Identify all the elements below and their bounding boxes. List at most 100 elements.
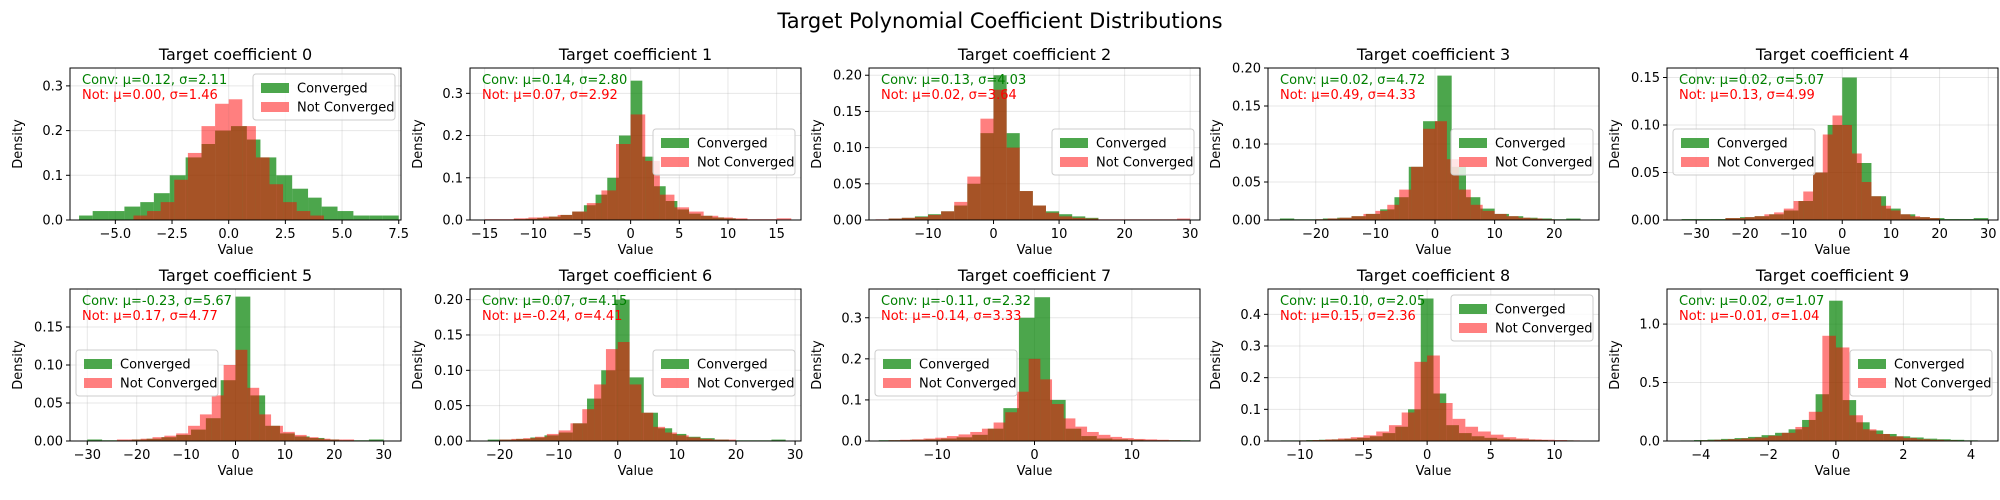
legend-label-not-converged: Not Converged <box>697 377 795 392</box>
bar-not-converged <box>1478 431 1491 441</box>
y-tick-label: 0.00 <box>1631 214 1660 229</box>
bar-not-converged <box>282 431 295 441</box>
y-tick-label: 0.3 <box>841 311 862 326</box>
bar-not-converged <box>1375 210 1388 220</box>
bar-not-converged <box>689 211 704 220</box>
bar-not-converged <box>215 103 229 220</box>
y-tick-label: 0.0 <box>442 214 463 229</box>
x-tick-label: 0 <box>1832 448 1840 463</box>
bar-not-converged <box>294 434 307 441</box>
bar-not-converged <box>1063 418 1076 441</box>
bar-not-converged <box>1351 216 1364 220</box>
legend-swatch-not-converged <box>1459 157 1487 167</box>
bar-not-converged <box>318 438 331 441</box>
bar-converged <box>92 211 109 220</box>
bar-not-converged <box>958 434 971 441</box>
bar-not-converged <box>911 439 924 441</box>
bar-not-converged <box>164 435 177 441</box>
x-tick-label: 15 <box>768 227 785 242</box>
subplot-title: Target coefficient 8 <box>1356 266 1510 285</box>
bar-not-converged <box>1040 379 1053 441</box>
x-axis-label: Value <box>618 243 654 258</box>
x-tick-label: 30 <box>787 448 804 463</box>
bar-not-converged <box>223 365 236 441</box>
legend: Converged Not Converged <box>252 73 396 121</box>
bar-not-converged <box>1350 437 1364 441</box>
bar-not-converged <box>1727 439 1742 441</box>
bar-converged <box>487 439 502 441</box>
bar-not-converged <box>1005 412 1017 441</box>
axes-frame <box>868 67 1201 221</box>
bar-not-converged <box>1452 418 1466 441</box>
bar-not-converged <box>499 439 512 441</box>
bar-not-converged <box>1446 159 1459 220</box>
bar-not-converged <box>1427 355 1440 441</box>
bar-not-converged <box>1920 217 1930 220</box>
x-tick-label: −10 <box>545 448 572 463</box>
x-tick-label: 4 <box>1967 448 1975 463</box>
bar-not-converged <box>1087 431 1099 441</box>
bar-not-converged <box>888 218 902 220</box>
y-axis-label: Density <box>1608 119 1623 169</box>
y-tick-label: 0.10 <box>434 364 463 379</box>
bar-not-converged <box>946 436 959 441</box>
bar-not-converged <box>601 190 617 220</box>
subplot-title: Target coefficient 4 <box>1755 45 1909 64</box>
x-axis-label: Value <box>618 464 654 479</box>
bar-converged <box>1279 218 1295 220</box>
x-tick-label: 10 <box>1546 448 1563 463</box>
bar-not-converged <box>703 215 719 220</box>
y-tick-label: 0.10 <box>1232 138 1261 153</box>
bar-not-converged <box>653 426 666 441</box>
bar-not-converged <box>1871 196 1882 220</box>
stats-converged: Conv: μ=0.02, σ=5.07 <box>1679 73 1824 88</box>
x-tick-label: 20 <box>1931 227 1948 242</box>
bar-not-converged <box>1851 153 1862 220</box>
legend-swatch-converged <box>1858 359 1886 369</box>
x-tick-label: −2 <box>1759 448 1778 463</box>
y-axis-label: Density <box>11 340 26 390</box>
bar-not-converged <box>310 215 324 220</box>
bar-not-converged <box>1006 147 1020 220</box>
bar-not-converged <box>342 439 355 441</box>
bar-not-converged <box>1133 438 1146 441</box>
subplot-title: Target coefficient 7 <box>957 266 1111 285</box>
bar-not-converged <box>1541 439 1555 441</box>
bar-not-converged <box>914 217 928 220</box>
y-tick-label: 0.05 <box>434 399 463 414</box>
bar-not-converged <box>242 126 256 220</box>
bar-converged <box>382 215 399 220</box>
legend: Converged Not Converged <box>1450 294 1594 342</box>
bar-not-converged <box>133 215 148 220</box>
bar-not-converged <box>967 176 981 220</box>
bar-not-converged <box>1503 437 1517 441</box>
y-tick-label: 0.15 <box>434 328 463 343</box>
bar-not-converged <box>1910 216 1921 220</box>
y-tick-label: 0.10 <box>1631 119 1660 134</box>
y-tick-label: 0.05 <box>1631 166 1660 181</box>
bar-not-converged <box>980 118 994 220</box>
histogram-bars <box>1279 75 1581 220</box>
bar-not-converged <box>228 99 243 220</box>
x-axis-label: Value <box>1017 243 1053 258</box>
bar-not-converged <box>147 211 161 220</box>
subplot-2: −10 0 10 20 30 0.00 0.05 0.10 0.15 0.20 Target coe… <box>810 45 1201 258</box>
stats-converged: Conv: μ=-0.23, σ=5.67 <box>82 294 232 309</box>
bar-not-converged <box>513 218 529 220</box>
x-tick-label: −10 <box>172 448 199 463</box>
y-axis-label: Density <box>1209 119 1224 169</box>
bar-not-converged <box>900 439 912 441</box>
legend-label-converged: Converged <box>1495 303 1566 318</box>
stats-converged: Conv: μ=0.13, σ=4.03 <box>881 73 1026 88</box>
legend-label-converged: Converged <box>120 358 191 373</box>
legend-swatch-converged <box>84 359 112 369</box>
y-tick-label: 0.2 <box>442 129 463 144</box>
bar-not-converged <box>617 342 630 441</box>
subplot-3: −20 −10 0 10 20 0.00 0.05 0.10 0.15 0.20 Target co… <box>1209 45 1600 258</box>
x-tick-label: 20 <box>728 448 745 463</box>
legend-label-converged: Converged <box>1495 137 1566 152</box>
bar-not-converged <box>1741 438 1755 441</box>
x-tick-label: 30 <box>1182 227 1199 242</box>
bar-not-converged <box>981 428 994 441</box>
